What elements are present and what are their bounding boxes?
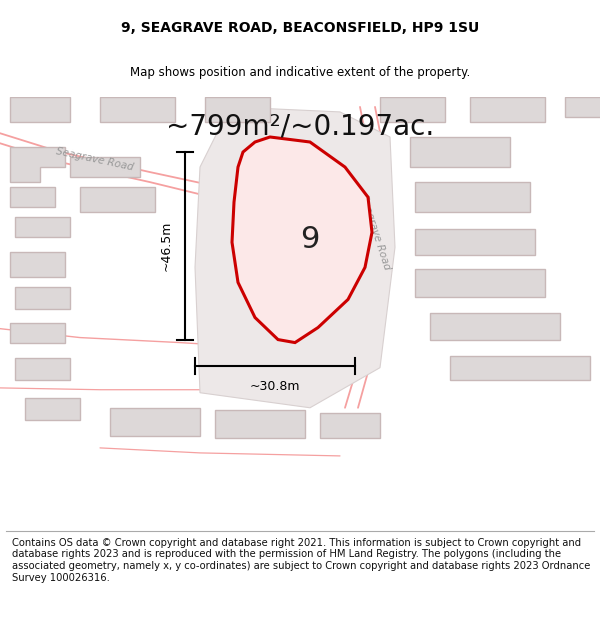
- Polygon shape: [70, 157, 140, 177]
- Polygon shape: [110, 408, 200, 436]
- Polygon shape: [80, 187, 155, 213]
- Polygon shape: [10, 97, 70, 122]
- Text: Map shows position and indicative extent of the property.: Map shows position and indicative extent…: [130, 66, 470, 79]
- Polygon shape: [25, 398, 80, 420]
- Polygon shape: [205, 97, 270, 122]
- Polygon shape: [15, 288, 70, 309]
- Text: 9: 9: [301, 225, 320, 254]
- Polygon shape: [10, 187, 55, 208]
- Polygon shape: [10, 322, 65, 342]
- Text: Seagrave Road: Seagrave Road: [358, 193, 392, 271]
- Polygon shape: [232, 137, 372, 343]
- Polygon shape: [470, 97, 545, 122]
- Text: Seagrave Road: Seagrave Road: [55, 146, 134, 172]
- Text: 9, SEAGRAVE ROAD, BEACONSFIELD, HP9 1SU: 9, SEAGRAVE ROAD, BEACONSFIELD, HP9 1SU: [121, 21, 479, 35]
- Text: Contains OS data © Crown copyright and database right 2021. This information is : Contains OS data © Crown copyright and d…: [12, 538, 590, 582]
- Polygon shape: [15, 357, 70, 380]
- Polygon shape: [380, 97, 445, 122]
- Polygon shape: [415, 229, 535, 256]
- Text: Seagrave Road: Seagrave Road: [260, 159, 330, 205]
- Polygon shape: [195, 107, 395, 408]
- Polygon shape: [100, 97, 175, 122]
- Polygon shape: [450, 356, 590, 380]
- Polygon shape: [415, 269, 545, 298]
- Polygon shape: [215, 410, 305, 438]
- Text: ~30.8m: ~30.8m: [250, 380, 300, 392]
- Text: ~46.5m: ~46.5m: [160, 221, 173, 271]
- Polygon shape: [565, 97, 600, 117]
- Polygon shape: [15, 217, 70, 238]
- Polygon shape: [320, 412, 380, 438]
- Polygon shape: [10, 253, 65, 278]
- Polygon shape: [415, 182, 530, 213]
- Polygon shape: [410, 137, 510, 167]
- Text: ~799m²/~0.197ac.: ~799m²/~0.197ac.: [166, 113, 434, 141]
- Polygon shape: [10, 147, 65, 182]
- Polygon shape: [430, 312, 560, 339]
